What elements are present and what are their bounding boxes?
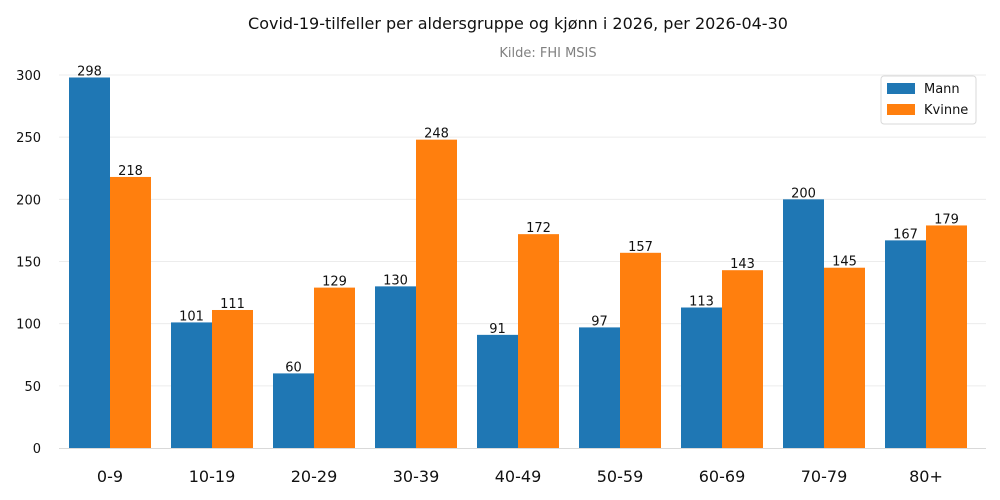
bar-mann-0-9	[69, 77, 110, 448]
x-tick-label: 10-19	[189, 467, 236, 486]
y-tick-label: 150	[16, 256, 41, 271]
bar-kvinne-70-79	[824, 267, 865, 448]
data-label-layer: 298 101 60 130 91 97 113 200 167 218 111 129 248 172 1…	[77, 64, 959, 375]
data-label: 113	[689, 295, 714, 310]
x-tick-label: 50-59	[597, 467, 644, 486]
y-tick-label: 0	[33, 442, 41, 457]
y-tick-label: 250	[16, 131, 41, 146]
bar-mann-10-19	[171, 322, 212, 448]
data-label: 130	[383, 273, 408, 288]
bar-kvinne-30-39	[416, 139, 457, 449]
legend-label-kvinne: Kvinne	[924, 103, 968, 118]
bar-mann-20-29	[273, 373, 314, 448]
legend-swatch-kvinne	[887, 104, 915, 115]
data-label: 145	[832, 255, 857, 270]
data-label: 218	[118, 164, 143, 179]
data-label: 200	[791, 186, 816, 201]
legend-swatch-mann	[887, 83, 915, 94]
data-label: 129	[322, 275, 347, 290]
y-tick-label: 300	[16, 69, 41, 84]
x-tick-label: 60-69	[699, 467, 746, 486]
bar-mann-60-69	[681, 307, 722, 448]
x-tick-label: 30-39	[393, 467, 440, 486]
legend-label-mann: Mann	[924, 82, 960, 97]
bar-layer	[69, 77, 967, 449]
data-label: 167	[893, 227, 918, 242]
data-label: 248	[424, 127, 449, 142]
chart-subtitle: Kilde: FHI MSIS	[499, 46, 596, 61]
legend: Mann Kvinne	[880, 75, 977, 125]
data-label: 97	[591, 314, 608, 329]
data-label: 143	[730, 257, 755, 272]
bar-mann-70-79	[783, 199, 824, 448]
data-label: 298	[77, 64, 102, 79]
bar-mann-80+	[885, 240, 926, 448]
bar-kvinne-60-69	[722, 270, 763, 448]
x-tick-label: 70-79	[801, 467, 848, 486]
y-axis: 0 50 100 150 200 250 300	[16, 69, 41, 457]
y-tick-label: 100	[16, 318, 41, 333]
data-label: 111	[220, 297, 245, 312]
y-tick-label: 200	[16, 193, 41, 208]
y-tick-label: 50	[24, 380, 41, 395]
data-label: 91	[489, 322, 506, 337]
data-label: 157	[628, 240, 653, 255]
data-label: 179	[934, 212, 959, 227]
bar-kvinne-40-49	[518, 234, 559, 448]
x-tick-label: 40-49	[495, 467, 542, 486]
chart-title: Covid-19-tilfeller per aldersgruppe og k…	[248, 14, 788, 33]
bar-kvinne-0-9	[110, 176, 151, 448]
bar-kvinne-50-59	[620, 252, 661, 448]
bar-kvinne-20-29	[314, 287, 355, 448]
x-tick-label: 0-9	[97, 467, 123, 486]
bar-kvinne-10-19	[212, 309, 253, 448]
data-label: 172	[526, 221, 551, 236]
x-axis: 0-9 10-19 20-29 30-39 40-49 50-59 60-69 70-79 80…	[59, 448, 986, 486]
data-label: 60	[285, 360, 302, 375]
x-tick-label: 80+	[909, 467, 943, 486]
data-label: 101	[179, 309, 204, 324]
bar-kvinne-80+	[926, 225, 967, 448]
bar-mann-50-59	[579, 327, 620, 448]
x-tick-label: 20-29	[291, 467, 338, 486]
bar-mann-40-49	[477, 334, 518, 448]
bar-mann-30-39	[375, 286, 416, 448]
